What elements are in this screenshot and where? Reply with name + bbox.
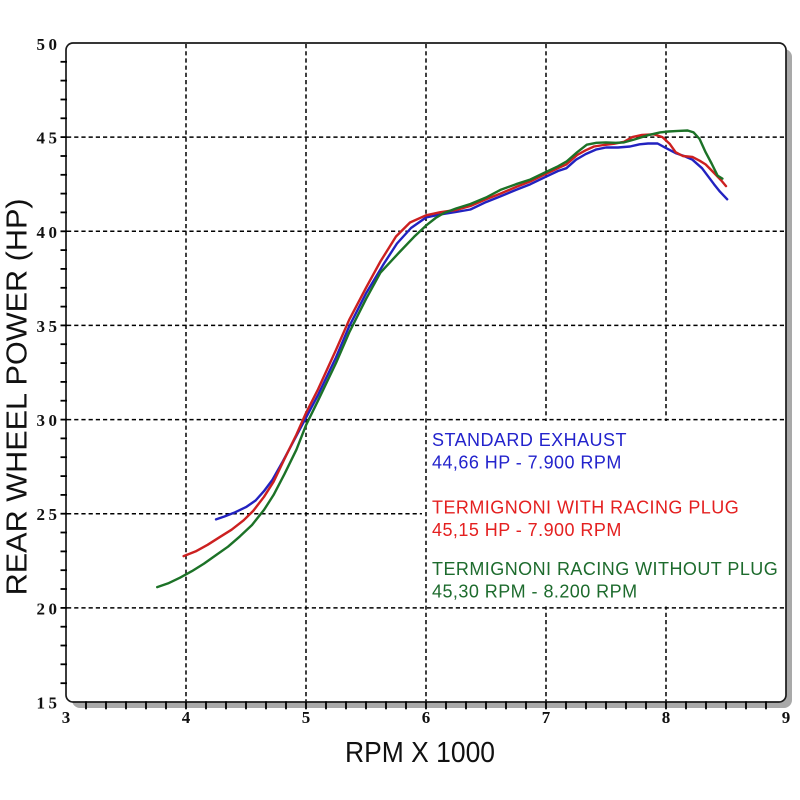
svg-text:8: 8 (662, 708, 671, 727)
svg-text:9: 9 (782, 708, 791, 727)
svg-text:25: 25 (37, 505, 58, 524)
svg-text:15: 15 (37, 694, 58, 713)
svg-text:45,15 HP - 7.900 RPM: 45,15 HP - 7.900 RPM (432, 520, 622, 540)
svg-text:RPM X 1000: RPM X 1000 (345, 737, 495, 769)
svg-text:50: 50 (37, 35, 58, 54)
svg-text:REAR WHEEL POWER (HP): REAR WHEEL POWER (HP) (2, 198, 34, 595)
svg-text:STANDARD EXHAUST: STANDARD EXHAUST (432, 430, 627, 450)
svg-text:TERMIGNONI RACING WITHOUT PLUG: TERMIGNONI RACING WITHOUT PLUG (432, 559, 778, 579)
svg-text:30: 30 (37, 411, 58, 430)
svg-text:35: 35 (37, 317, 58, 336)
svg-text:TERMIGNONI WITH RACING PLUG: TERMIGNONI WITH RACING PLUG (432, 498, 739, 518)
svg-text:7: 7 (542, 708, 551, 727)
svg-text:45: 45 (37, 129, 58, 148)
svg-text:45,30 RPM - 8.200 RPM: 45,30 RPM - 8.200 RPM (432, 582, 638, 602)
svg-text:40: 40 (37, 223, 58, 242)
svg-text:44,66 HP - 7.900 RPM: 44,66 HP - 7.900 RPM (432, 452, 622, 472)
svg-text:4: 4 (182, 708, 191, 727)
svg-text:20: 20 (37, 599, 58, 618)
svg-text:3: 3 (62, 708, 71, 727)
svg-text:5: 5 (302, 708, 311, 727)
svg-text:6: 6 (422, 708, 431, 727)
